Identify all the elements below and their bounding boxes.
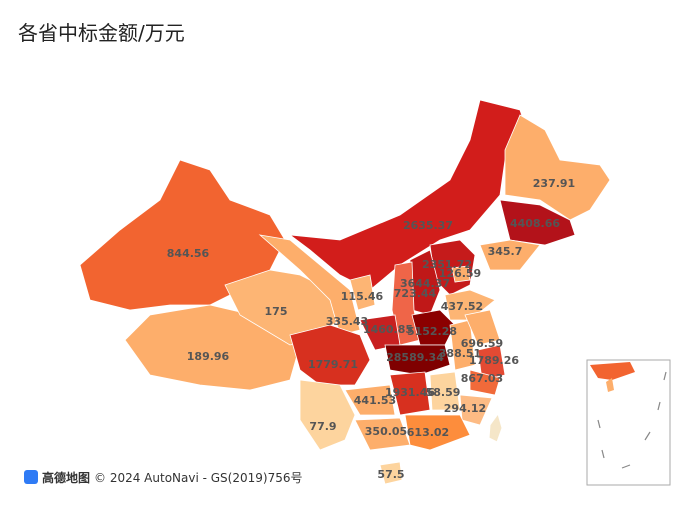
region-label: 189.96 bbox=[187, 350, 230, 363]
region bbox=[389, 371, 431, 416]
region-label: 844.56 bbox=[167, 247, 210, 260]
region bbox=[479, 239, 541, 271]
region bbox=[349, 274, 376, 311]
region-label: 388.51 bbox=[439, 347, 481, 360]
region bbox=[459, 394, 493, 426]
logo-icon bbox=[24, 470, 38, 484]
region-label: 1931.46 bbox=[385, 386, 435, 399]
inset-coast bbox=[590, 362, 635, 380]
attribution: © 2024 AutoNavi - GS(2019)756号 bbox=[94, 471, 302, 485]
region-label: 1460.85 bbox=[363, 323, 413, 336]
region-label: 77.9 bbox=[309, 420, 336, 433]
region-label: 58.59 bbox=[426, 386, 461, 399]
inset-box bbox=[586, 359, 671, 486]
region-label: 350.05 bbox=[365, 425, 407, 438]
region-label: 696.59 bbox=[461, 337, 503, 350]
chart-title: 各省中标金额/万元 bbox=[18, 21, 185, 45]
region-label: 613.02 bbox=[407, 426, 449, 439]
region bbox=[344, 384, 396, 416]
regions bbox=[79, 99, 611, 485]
region-label: 2635.37 bbox=[403, 219, 453, 232]
region-label: 126.59 bbox=[439, 267, 481, 280]
region bbox=[429, 371, 461, 411]
labels: 844.56 189.96 175 335.43 2635.37 237.91 4408.6… bbox=[167, 177, 575, 481]
region bbox=[379, 461, 403, 485]
region bbox=[404, 414, 471, 451]
inset-island bbox=[606, 378, 614, 392]
region bbox=[289, 324, 371, 386]
island bbox=[488, 412, 503, 443]
region-label: 441.53 bbox=[354, 394, 396, 407]
region-label: 4408.66 bbox=[510, 217, 560, 230]
region bbox=[504, 114, 611, 221]
region-label: 294.12 bbox=[444, 402, 486, 415]
logo-text: 高德地图 bbox=[42, 470, 90, 485]
region-label: 1779.71 bbox=[308, 358, 358, 371]
region bbox=[469, 369, 501, 396]
region-label: 867.03 bbox=[461, 372, 503, 385]
region bbox=[384, 344, 451, 376]
region-label: 437.52 bbox=[441, 300, 483, 313]
region bbox=[449, 319, 476, 371]
region-label: 3644.37 bbox=[400, 277, 450, 290]
region-label: 237.91 bbox=[533, 177, 575, 190]
region-label: 5152.28 bbox=[407, 325, 457, 338]
region bbox=[464, 309, 501, 346]
region bbox=[477, 344, 506, 381]
region-label: 345.7 bbox=[488, 245, 523, 258]
region bbox=[444, 289, 496, 321]
region-label: 115.46 bbox=[341, 290, 384, 303]
region bbox=[451, 265, 471, 283]
region-label: 1789.26 bbox=[469, 354, 519, 367]
region-label: 57.5 bbox=[377, 468, 404, 481]
region-label: 175 bbox=[265, 305, 288, 318]
region-label: 2351.72 bbox=[422, 258, 472, 271]
region-label: 28589.34 bbox=[386, 351, 444, 364]
region-label: 723.44 bbox=[394, 287, 437, 300]
region-label: 335.43 bbox=[326, 315, 368, 328]
region bbox=[299, 379, 356, 451]
region bbox=[258, 234, 361, 336]
region bbox=[411, 309, 456, 346]
inset-dashes bbox=[597, 371, 667, 469]
